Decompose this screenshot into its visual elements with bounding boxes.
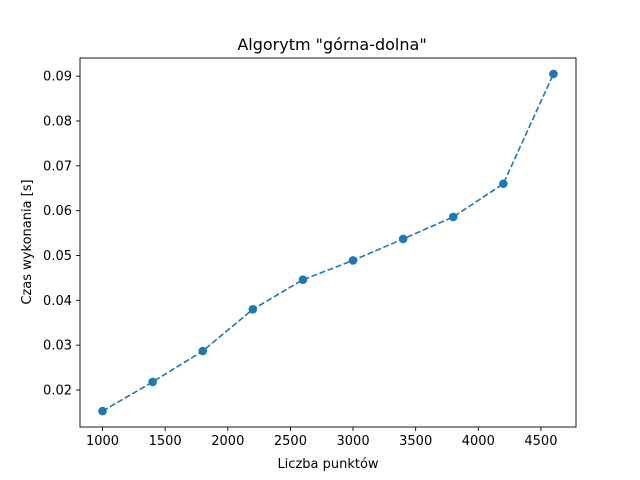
data-point — [148, 377, 157, 387]
series-line — [102, 73, 555, 412]
y-tick-label: 0.08 — [43, 114, 72, 129]
data-point — [248, 305, 258, 314]
x-tick-label: 2500 — [274, 434, 307, 449]
x-axis-label: Liczba punktów — [277, 457, 378, 472]
x-tick-label: 1000 — [86, 434, 119, 449]
x-tick-label: 4000 — [462, 434, 495, 449]
y-axis-label: Czas wykonania [s] — [20, 179, 35, 304]
y-tick-label: 0.05 — [43, 249, 72, 264]
y-tick-label: 0.09 — [43, 70, 72, 85]
data-point — [348, 256, 358, 265]
x-tick-label: 4500 — [524, 434, 557, 449]
chart-title: Algorytm "górna-dolna" — [237, 35, 426, 54]
x-tick-label: 2000 — [211, 434, 244, 449]
data-point — [448, 212, 458, 222]
y-tick-label: 0.06 — [43, 204, 72, 219]
y-tick-label: 0.03 — [43, 339, 72, 354]
plot-area: 1000 1500 2000 2500 3000 3500 4000 4500 0.02 0.03… — [43, 57, 577, 449]
y-tick-label: 0.07 — [43, 159, 72, 174]
y-tick-label: 0.02 — [43, 384, 72, 399]
x-tick-label: 3000 — [337, 434, 370, 449]
data-point — [549, 69, 558, 79]
data-point — [499, 179, 508, 189]
data-point — [298, 275, 308, 285]
data-point — [198, 346, 208, 356]
data-point — [98, 406, 107, 416]
data-point — [398, 234, 408, 244]
y-tick-label: 0.04 — [43, 294, 72, 309]
x-tick-label: 3500 — [399, 434, 432, 449]
x-tick-label: 1500 — [149, 434, 182, 449]
axes-frame — [79, 57, 577, 428]
